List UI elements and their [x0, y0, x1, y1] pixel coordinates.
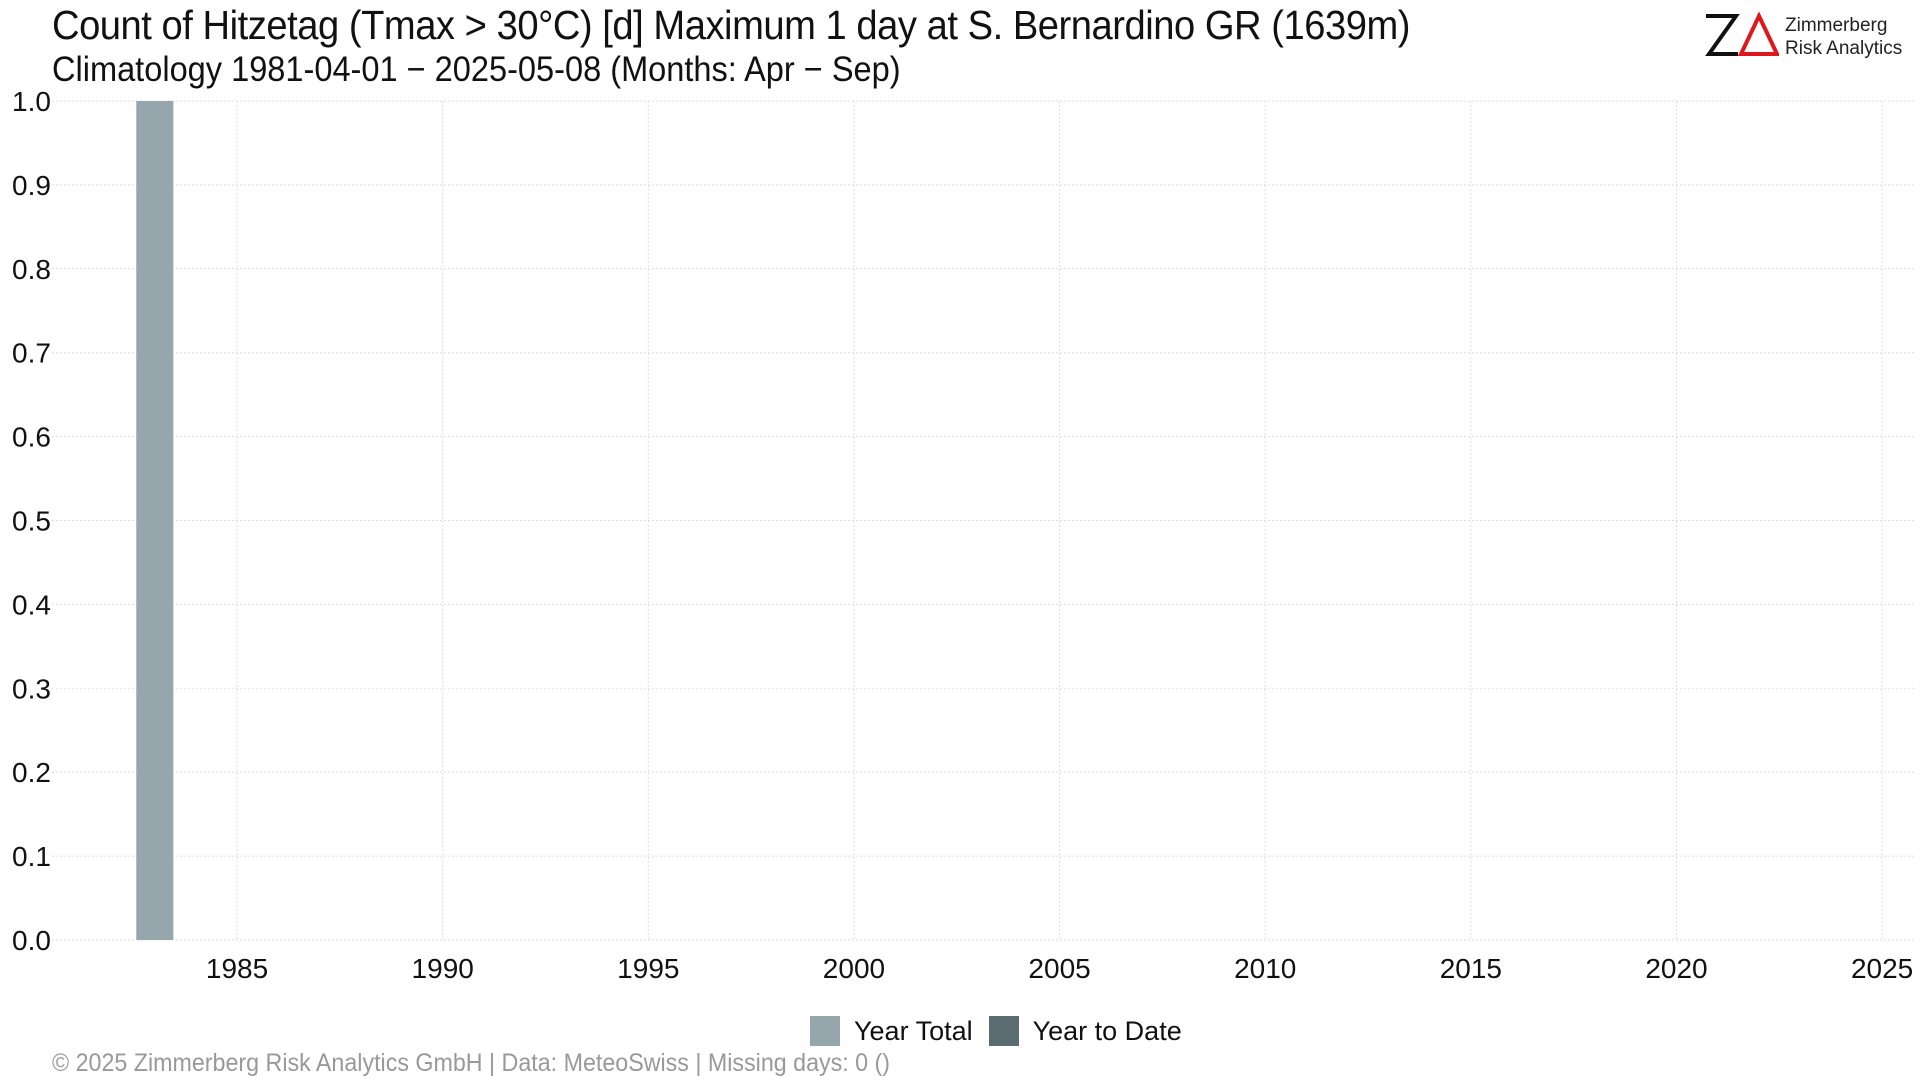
x-axis-ticks: 1985 1990 1995 2000 2005 2010 2015 2020 2025: [206, 953, 1913, 984]
y-tick-label: 0.7: [12, 338, 51, 369]
x-tick-label: 1990: [412, 953, 474, 984]
chart-plot: 0.00.10.20.30.40.50.60.70.80.91.0 1985 19…: [12, 86, 1915, 984]
y-tick-label: 1.0: [12, 86, 51, 117]
y-tick-label: 0.1: [12, 841, 51, 872]
x-tick-label: 2000: [823, 953, 885, 984]
x-tick-label: 1995: [617, 953, 679, 984]
y-tick-label: 0.2: [12, 757, 51, 788]
legend: Year Total Year to Date: [810, 1015, 1198, 1047]
x-tick-label: 1985: [206, 953, 268, 984]
company-logo: Zimmerberg Risk Analytics: [1703, 8, 1903, 64]
y-tick-label: 0.3: [12, 673, 51, 704]
x-tick-label: 2020: [1645, 953, 1707, 984]
y-tick-label: 0.6: [12, 422, 51, 453]
footer-credits: © 2025 Zimmerberg Risk Analytics GmbH | …: [52, 1049, 891, 1077]
logo-line-2: Risk Analytics: [1785, 38, 1903, 59]
x-tick-label: 2005: [1028, 953, 1090, 984]
legend-swatch-year-total: [810, 1016, 840, 1046]
chart-subtitle: Climatology 1981-04-01 − 2025-05-08 (Mon…: [52, 50, 901, 89]
logo-text: Zimmerberg Risk Analytics: [1785, 14, 1902, 60]
logo-mark-icon: [1705, 11, 1779, 56]
x-tick-label: 2010: [1234, 953, 1296, 984]
logo-line-1: Zimmerberg: [1785, 15, 1888, 36]
x-tick-label: 2015: [1440, 953, 1502, 984]
legend-item-year-total: Year Total: [810, 1016, 973, 1047]
legend-swatch-year-to-date: [988, 1016, 1019, 1046]
x-tick-label: 2025: [1851, 953, 1913, 984]
legend-label-year-to-date: Year to Date: [1032, 1015, 1182, 1046]
y-tick-label: 0.0: [12, 925, 51, 956]
y-tick-label: 0.8: [12, 254, 51, 285]
bars: [136, 101, 174, 940]
chart-title: Count of Hitzetag (Tmax > 30°C) [d] Maxi…: [52, 2, 1410, 48]
bar: [136, 101, 174, 940]
y-tick-label: 0.5: [12, 506, 51, 537]
y-tick-label: 0.9: [12, 170, 51, 201]
y-tick-label: 0.4: [12, 589, 51, 620]
legend-item-year-to-date: Year to Date: [988, 1015, 1182, 1047]
grid-lines: [52, 100, 1915, 941]
legend-label-year-total: Year Total: [854, 1015, 973, 1046]
y-axis-ticks: 0.0 0.1 0.2 0.3 0.4 0.5 0.6 0.7 0.8 0.9 1.0: [12, 86, 51, 956]
